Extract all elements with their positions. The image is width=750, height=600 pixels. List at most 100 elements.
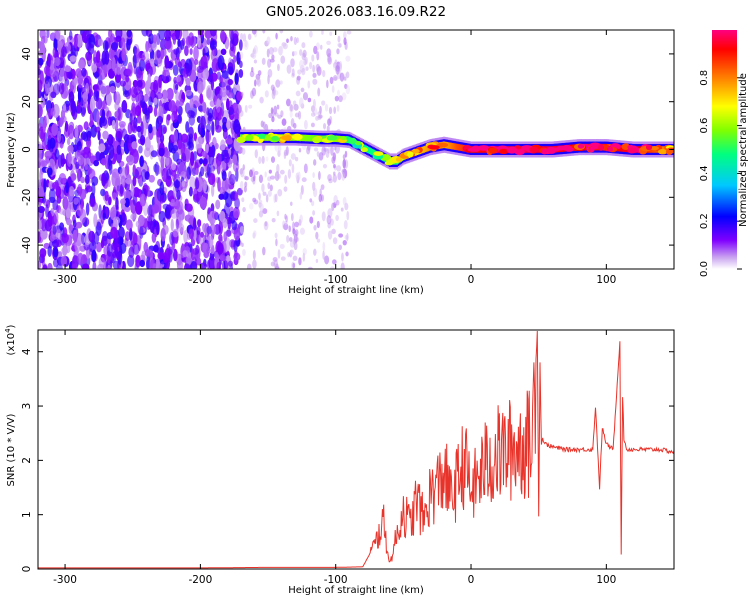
noise-blob	[318, 114, 323, 119]
noise-blob	[343, 37, 347, 46]
noise-blob	[107, 264, 111, 269]
noise-blob	[341, 168, 346, 175]
noise-blob	[255, 76, 261, 86]
noise-blob	[315, 115, 319, 121]
snr-ylabel: SNR (10 * V/V)	[6, 413, 17, 486]
noise-blob	[173, 248, 178, 262]
noise-blob	[313, 45, 318, 55]
noise-blob	[293, 36, 298, 46]
noise-blob	[177, 38, 181, 48]
noise-blob	[170, 162, 176, 171]
noise-blob	[250, 176, 256, 183]
noise-blob	[279, 30, 284, 34]
noise-blob	[279, 169, 285, 175]
ridge-cell	[367, 146, 370, 154]
noise-blob	[193, 217, 197, 231]
noise-blob	[251, 30, 257, 35]
noise-blob	[262, 30, 266, 34]
ridge-cell	[457, 144, 461, 151]
noise-blob	[158, 75, 162, 89]
noise-blob	[200, 115, 206, 131]
noise-blob	[279, 243, 285, 249]
noise-blob	[106, 243, 113, 257]
noise-blob	[119, 236, 124, 245]
noise-blob	[301, 42, 306, 49]
y-tick-label: 0	[21, 146, 33, 153]
noise-blob	[292, 221, 295, 232]
noise-blob	[333, 195, 338, 205]
noise-blob	[280, 256, 286, 261]
noise-blob	[247, 33, 252, 40]
noise-blob	[206, 89, 215, 101]
noise-blob	[215, 251, 219, 263]
noise-blob	[322, 69, 326, 78]
noise-blob	[253, 45, 258, 55]
ridge-blob	[407, 151, 414, 158]
noise-blob	[114, 178, 121, 192]
noise-blob	[292, 255, 298, 262]
noise-blob	[234, 72, 239, 85]
noise-blob	[292, 228, 296, 235]
noise-blob	[266, 48, 270, 58]
noise-blob	[219, 87, 228, 98]
noise-blob	[185, 255, 192, 266]
noise-blob	[273, 105, 278, 115]
noise-blob	[292, 100, 297, 106]
ridge-cell	[451, 142, 454, 150]
noise-blob	[106, 134, 114, 146]
ridge-blob	[577, 144, 585, 149]
noise-blob	[124, 231, 131, 242]
noise-blob	[219, 76, 223, 84]
noise-blob	[146, 254, 151, 269]
noise-blob	[270, 84, 275, 91]
noise-blob	[119, 242, 127, 254]
noise-blob	[197, 219, 202, 228]
noise-blob	[206, 247, 211, 254]
noise-blob	[215, 124, 222, 133]
noise-blob	[219, 255, 227, 262]
noise-blob	[336, 199, 340, 206]
noise-blob	[152, 203, 160, 214]
noise-blob	[119, 80, 127, 87]
noise-blob	[244, 181, 248, 188]
noise-blob	[331, 85, 335, 93]
noise-blob	[267, 74, 270, 85]
noise-blob	[100, 188, 106, 197]
noise-blob	[51, 181, 60, 190]
noise-blob	[298, 147, 302, 153]
noise-blob	[164, 30, 172, 42]
ridge-cell	[309, 135, 312, 142]
noise-blob	[77, 69, 82, 79]
noise-blob	[115, 196, 119, 211]
noise-blob	[261, 57, 266, 65]
noise-blob	[43, 65, 51, 75]
noise-blob	[301, 67, 306, 76]
noise-blob	[312, 210, 316, 216]
noise-blob	[275, 238, 278, 247]
noise-blob	[77, 183, 83, 197]
noise-blob	[115, 128, 123, 139]
noise-blob	[329, 76, 334, 85]
noise-blob	[221, 70, 229, 80]
noise-blob	[162, 126, 167, 134]
noise-blob	[207, 172, 216, 185]
colorbar-tick-label: 0.4	[699, 165, 710, 181]
noise-blob	[214, 142, 219, 150]
noise-blob	[272, 47, 278, 53]
noise-blob	[190, 248, 195, 261]
noise-blob	[97, 38, 104, 47]
noise-blob	[52, 258, 59, 268]
noise-blob	[107, 116, 112, 126]
noise-blob	[53, 210, 59, 224]
noise-blob	[195, 168, 199, 176]
noise-blob	[329, 31, 333, 36]
ridge-blob	[312, 136, 322, 144]
noise-blob	[312, 72, 317, 78]
noise-blob	[294, 234, 297, 240]
noise-blob	[127, 255, 135, 268]
noise-blob	[202, 67, 209, 80]
noise-blob	[49, 234, 55, 242]
ridge-blob	[478, 145, 490, 151]
noise-blob	[289, 237, 293, 242]
noise-blob	[130, 213, 136, 220]
